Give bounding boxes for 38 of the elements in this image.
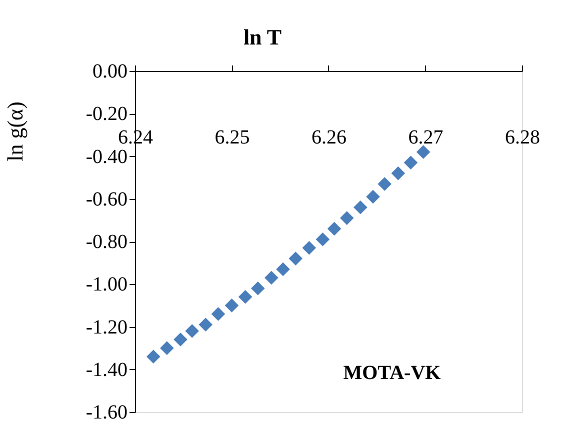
y-tick-label: -1.20 [86, 316, 128, 338]
x-axis-title: ln T [243, 24, 282, 50]
point [146, 350, 160, 364]
y-tick-label: -0.60 [86, 188, 128, 210]
point [288, 252, 302, 266]
x-tick-label: 6.28 [505, 126, 540, 148]
point [238, 290, 252, 304]
y-axis-title: ln g(α) [2, 102, 28, 162]
point [198, 318, 213, 332]
point [327, 222, 342, 236]
point [366, 190, 380, 204]
point [224, 298, 239, 312]
point [302, 241, 316, 255]
x-tick-label: 6.25 [214, 126, 250, 148]
y-tick-label: 0.00 [92, 60, 128, 82]
point [316, 232, 330, 246]
point [378, 177, 392, 191]
point [354, 200, 368, 214]
point [185, 324, 199, 338]
point [276, 262, 290, 276]
x-tick-label: 6.26 [312, 126, 346, 148]
y-tick-label: -1.40 [86, 358, 128, 381]
point [264, 270, 278, 285]
y-tick-label: -0.20 [86, 103, 128, 126]
y-tick-label: -1.60 [86, 402, 128, 421]
point [174, 332, 188, 346]
point [160, 341, 174, 355]
annotation: MOTA-VK [343, 362, 442, 384]
point [211, 307, 226, 321]
point [416, 145, 430, 159]
point [404, 156, 418, 170]
point [250, 281, 265, 296]
point [391, 166, 406, 180]
y-tick-label: -0.40 [86, 146, 128, 168]
y-tick-label: -1.00 [86, 274, 128, 296]
x-tick-label: 6.27 [408, 126, 444, 148]
point [340, 211, 354, 225]
y-tick-label: -0.80 [86, 231, 128, 253]
